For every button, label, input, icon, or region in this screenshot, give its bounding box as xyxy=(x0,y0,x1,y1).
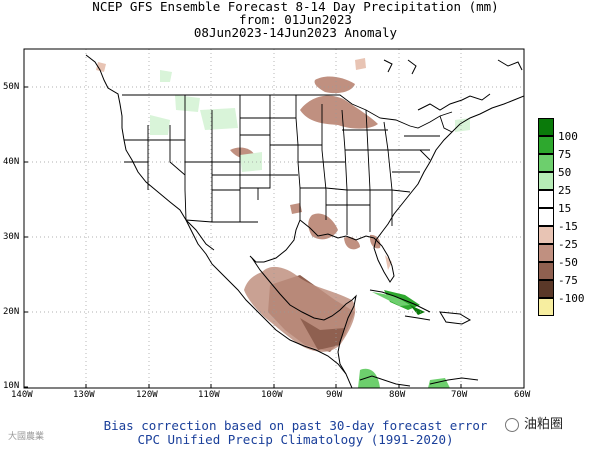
footer-line-1: Bias correction based on past 30-day for… xyxy=(103,418,488,433)
legend-label-minus-15: -15 xyxy=(558,220,578,233)
wechat-logo-icon xyxy=(505,417,519,432)
lon-label-120w: 120W xyxy=(136,390,158,400)
legend-swatch-50 xyxy=(538,154,554,172)
lon-label-60w: 60W xyxy=(514,390,531,400)
legend-swatch-15 xyxy=(538,190,554,208)
lat-ticks xyxy=(24,86,28,388)
anomaly-fill-layer xyxy=(96,58,470,388)
legend-label-minus-25: -25 xyxy=(558,238,578,251)
legend-swatch-neutral xyxy=(538,208,554,226)
coastline-layer xyxy=(85,54,524,388)
legend-label-minus-50: -50 xyxy=(558,256,578,269)
legend-swatch-25 xyxy=(538,172,554,190)
lon-label-130w: 130W xyxy=(73,390,95,400)
legend-swatch-minus-25 xyxy=(538,244,554,262)
lon-label-100w: 100W xyxy=(261,390,283,400)
lon-label-140w: 140W xyxy=(11,390,33,400)
legend-swatch-minus-75 xyxy=(538,280,554,298)
lat-label-30n: 30N xyxy=(3,232,20,242)
legend-label-25: 25 xyxy=(558,184,572,197)
map-title-line-1: NCEP GFS Ensemble Forecast 8-14 Day Prec… xyxy=(92,0,499,14)
legend-swatch-100 xyxy=(538,118,554,136)
legend-swatch-minus-50 xyxy=(538,262,554,280)
political-boundaries xyxy=(122,94,453,235)
lat-label-20n: 20N xyxy=(3,307,20,317)
legend-label-minus-100: -100 xyxy=(558,292,585,305)
legend-label-50: 50 xyxy=(558,166,572,179)
lat-label-50n: 50N xyxy=(3,82,20,92)
legend-label-15: 15 xyxy=(558,202,572,215)
legend-label-minus-75: -75 xyxy=(558,274,578,287)
lon-label-110w: 110W xyxy=(198,390,220,400)
lon-label-70w: 70W xyxy=(451,390,468,400)
lon-ticks xyxy=(23,384,525,388)
footer-line-2: CPC Unified Precip Climatology (1991-202… xyxy=(137,432,454,447)
legend-swatch-minus-100 xyxy=(538,298,554,316)
legend-swatch-minus-15 xyxy=(538,226,554,244)
map-title-line-2: from: 01Jun2023 xyxy=(239,12,352,27)
lat-label-40n: 40N xyxy=(3,157,20,167)
watermark-left: 大國農業 xyxy=(8,432,45,442)
watermark-right: 油粕圈 xyxy=(505,413,563,432)
map-title-line-3: 08Jun2023-14Jun2023 Anomaly xyxy=(193,25,398,40)
lon-label-90w: 90W xyxy=(326,390,343,400)
lon-label-80w: 80W xyxy=(389,390,406,400)
legend-label-75: 75 xyxy=(558,148,572,161)
legend-swatch-75 xyxy=(538,136,554,154)
legend-label-100: 100 xyxy=(558,130,578,143)
lat-label-10n: 10N xyxy=(3,381,20,391)
